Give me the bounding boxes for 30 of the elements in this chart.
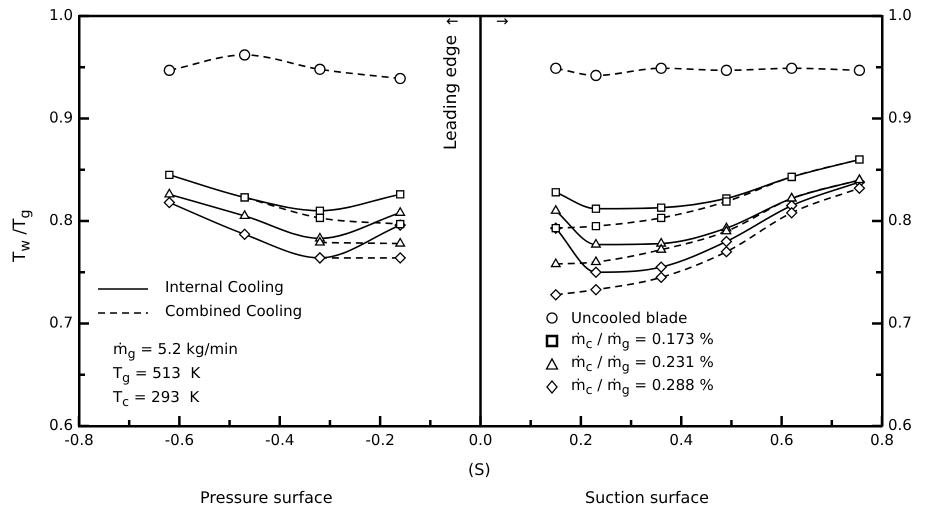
legend-label: ṁ$_{c}$ / ṁ$_{g}$ = 0.173 % xyxy=(571,330,714,351)
x-tick-label: -0.6 xyxy=(164,430,194,449)
y-tick-label: 0.8 xyxy=(49,210,73,229)
x-tick-label: -0.4 xyxy=(265,430,294,449)
x-tick-label: -0.2 xyxy=(365,430,395,449)
annotation: → xyxy=(496,12,509,30)
y2-tick-label: 0.8 xyxy=(888,210,912,229)
legend-label: ṁ$_{c}$ / ṁ$_{g}$ = 0.231 % xyxy=(571,353,714,374)
annotation: Leading edge xyxy=(441,34,461,150)
legend-label: Uncooled blade xyxy=(571,308,688,326)
y-tick-label: 0.7 xyxy=(49,313,73,332)
x-tick-label: 0.4 xyxy=(669,430,694,449)
y2-tick-label: 0.9 xyxy=(888,108,912,126)
annotation: T$_{g}$ = 513 K xyxy=(113,364,200,385)
annotation: ṁ$_{g}$ = 5.2 kg/min xyxy=(113,340,238,361)
legend-label: ṁ$_{c}$ / ṁ$_{g}$ = 0.288 % xyxy=(571,376,714,397)
y2-tick-label: 1.0 xyxy=(888,6,912,24)
y-tick-label: 0.9 xyxy=(49,108,73,126)
annotation: T$_{c}$ = 293 K xyxy=(113,388,200,409)
x-axis-title: (S) xyxy=(468,460,491,479)
y-tick-label: 1.0 xyxy=(49,6,73,24)
text: Suction surface xyxy=(585,488,709,507)
x-tick-label: 0.6 xyxy=(770,430,794,449)
x-tick-label: 0.2 xyxy=(568,430,593,449)
annotation: Combined Cooling xyxy=(165,302,302,320)
annotation: Internal Cooling xyxy=(165,278,284,296)
text: Pressure surface xyxy=(200,488,333,507)
annotation: ← xyxy=(446,12,459,30)
y2-tick-label: 0.7 xyxy=(888,313,912,332)
x-tick-label: 0.0 xyxy=(468,430,492,449)
